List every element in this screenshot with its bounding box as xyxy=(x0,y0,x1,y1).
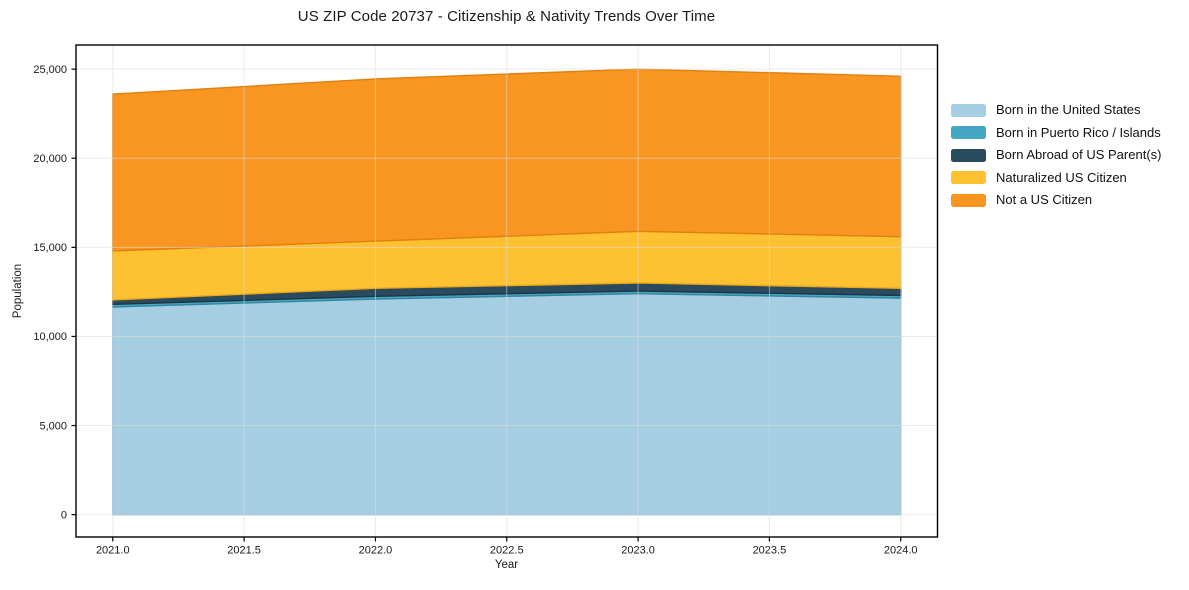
legend-label: Not a US Citizen xyxy=(996,192,1093,207)
legend-item: Born in Puerto Rico / Islands xyxy=(951,124,1161,140)
y-tick-label: 20,000 xyxy=(33,153,67,165)
legend-item: Not a US Citizen xyxy=(951,193,1161,207)
legend-label: Born in the United States xyxy=(996,102,1141,117)
legend-label: Born in Puerto Rico / Islands xyxy=(996,124,1161,140)
x-tick-label: 2023.5 xyxy=(753,545,787,557)
y-tick-label: 5,000 xyxy=(39,420,67,432)
legend-item: Born in the United States xyxy=(951,103,1161,117)
x-tick-label: 2023.0 xyxy=(621,545,655,557)
legend-swatch xyxy=(951,148,986,162)
legend-item: Born Abroad of US Parent(s) xyxy=(951,148,1161,162)
y-tick-label: 10,000 xyxy=(33,331,67,343)
legend: Born in the United States Born in Puerto … xyxy=(951,103,1161,207)
x-tick-label: 2022.0 xyxy=(359,545,393,557)
x-tick-label: 2021.5 xyxy=(227,545,261,557)
legend-swatch xyxy=(951,193,986,207)
y-tick-label: 25,000 xyxy=(33,64,67,76)
legend-swatch xyxy=(951,103,986,117)
y-tick-label: 0 xyxy=(61,509,67,521)
x-tick-label: 2022.5 xyxy=(490,545,524,557)
legend-item: Naturalized US Citizen xyxy=(951,169,1161,185)
y-axis-label: Population xyxy=(12,263,24,319)
x-tick-label: 2024.0 xyxy=(884,545,918,557)
legend-swatch xyxy=(951,126,986,139)
chart-title: US ZIP Code 20737 - Citizenship & Nativi… xyxy=(297,8,716,25)
x-axis-label: Year xyxy=(494,559,519,571)
legend-swatch xyxy=(951,171,986,184)
x-tick-label: 2021.0 xyxy=(96,545,130,557)
legend-label: Born Abroad of US Parent(s) xyxy=(996,147,1162,162)
legend-label: Naturalized US Citizen xyxy=(996,169,1127,185)
y-tick-label: 15,000 xyxy=(33,242,67,254)
